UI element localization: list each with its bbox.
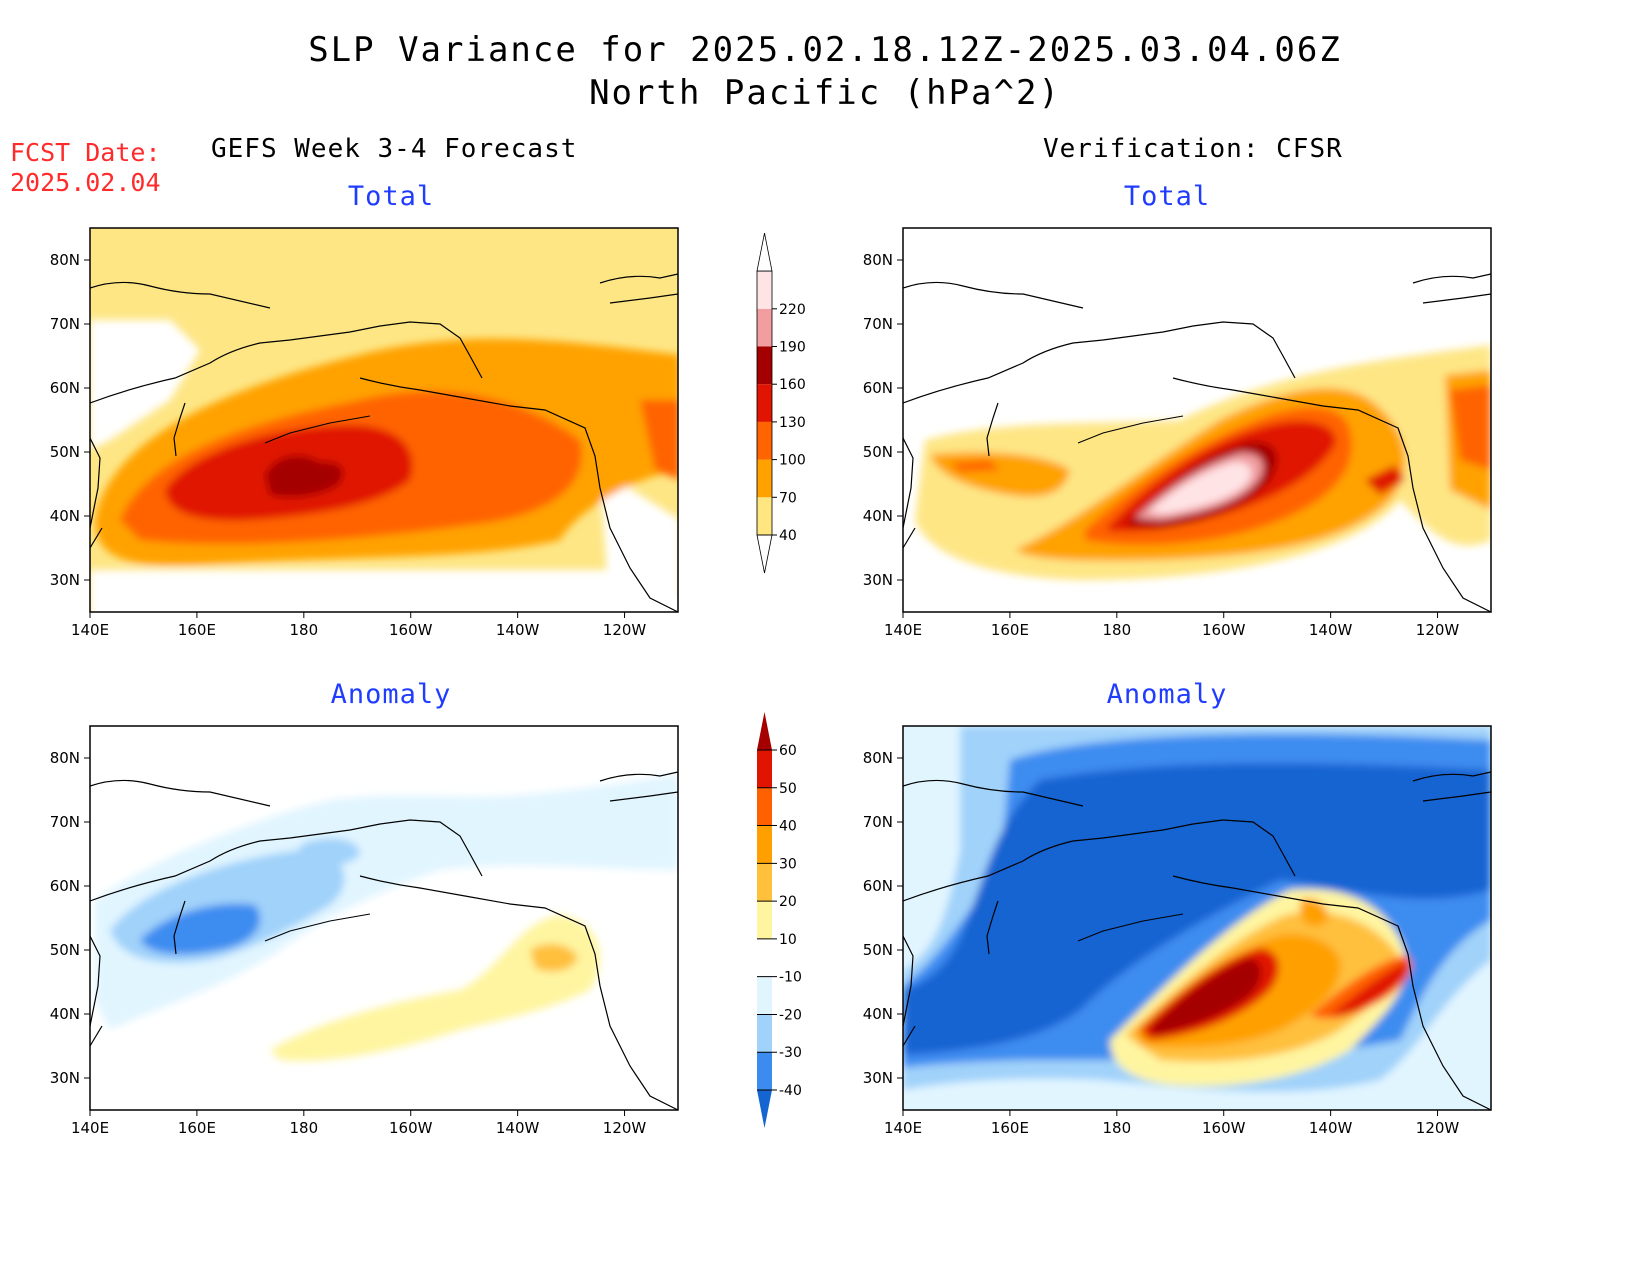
- lon-tick-label: 140E: [71, 1119, 109, 1137]
- lon-tick-label: 140W: [1309, 621, 1353, 639]
- lon-tick-label: 140W: [496, 1119, 540, 1137]
- lat-tick-label: 50N: [50, 941, 80, 959]
- lat-tick-label: 70N: [50, 315, 80, 333]
- lat-tick-label: 40N: [863, 507, 893, 525]
- lat-tick-label: 70N: [863, 315, 893, 333]
- panel-title-forecast-total: Total: [347, 181, 435, 212]
- colorbar-anomaly-label: 50: [779, 781, 797, 797]
- lat-tick-label: 50N: [50, 443, 80, 461]
- colorbar-anomaly-label: 60: [779, 743, 797, 759]
- colorbar-anomaly-label: 10: [779, 932, 797, 948]
- lon-tick-label: 120W: [603, 1119, 647, 1137]
- lon-tick-label: 140E: [71, 621, 109, 639]
- colorbar-anomaly-swatch: [757, 976, 772, 1015]
- main-subtitle: North Pacific (hPa^2): [589, 73, 1061, 113]
- colorbar-total: 40 70 100 130 160 190 220: [756, 233, 806, 574]
- lat-tick-label: 40N: [863, 1005, 893, 1023]
- lon-tick-label: 180: [289, 1119, 318, 1137]
- lon-tick-label: 140E: [884, 1119, 922, 1137]
- lat-tick-label: 30N: [50, 571, 80, 589]
- colorbar-anomaly-swatch: [757, 825, 772, 864]
- lon-tick-label: 160E: [991, 1119, 1029, 1137]
- lon-tick-label: 140W: [1309, 1119, 1353, 1137]
- lon-tick-label: 160E: [178, 621, 216, 639]
- lon-tick-label: 180: [1102, 1119, 1131, 1137]
- colorbar-anomaly-swatch: [757, 750, 772, 788]
- colorbar-total-swatch: [757, 497, 772, 535]
- lon-tick-label: 160W: [389, 1119, 433, 1137]
- lon-tick-label: 160W: [1202, 1119, 1246, 1137]
- lon-tick-label: 120W: [1416, 621, 1460, 639]
- colorbar-total-label: 70: [779, 490, 797, 506]
- colorbar-anomaly-label: -20: [779, 1007, 802, 1023]
- lat-tick-label: 60N: [863, 877, 893, 895]
- lon-tick-label: 180: [1102, 621, 1131, 639]
- section-title-forecast: GEFS Week 3-4 Forecast: [211, 134, 578, 164]
- lat-tick-label: 30N: [863, 571, 893, 589]
- colorbar-anomaly-label: 30: [779, 856, 797, 872]
- lon-tick-label: 180: [289, 621, 318, 639]
- lon-tick-label: 140W: [496, 621, 540, 639]
- lat-tick-label: 60N: [50, 877, 80, 895]
- lat-tick-label: 80N: [863, 749, 893, 767]
- lat-tick-label: 70N: [50, 813, 80, 831]
- colorbar-anomaly-swatch: [757, 1014, 772, 1053]
- main-title: SLP Variance for 2025.02.18.12Z-2025.03.…: [308, 30, 1342, 70]
- lon-tick-label: 160E: [178, 1119, 216, 1137]
- lat-tick-label: 70N: [863, 813, 893, 831]
- lat-tick-label: 40N: [50, 507, 80, 525]
- colorbar-anomaly-label: -40: [779, 1083, 802, 1099]
- colorbar-anomaly-label: 20: [779, 894, 797, 910]
- map-verification-total: [903, 228, 1491, 612]
- colorbar-total-swatch: [757, 459, 772, 498]
- colorbar-total-label: 160: [779, 377, 806, 393]
- lon-tick-label: 160E: [991, 621, 1029, 639]
- colorbar-total-label: 130: [779, 415, 806, 431]
- colorbar-total-swatch: [757, 308, 772, 347]
- lat-tick-label: 80N: [863, 251, 893, 269]
- colorbar-total-label: 100: [779, 453, 806, 469]
- lat-tick-label: 50N: [863, 443, 893, 461]
- colorbar-total-swatch: [757, 384, 772, 422]
- colorbar-total-label: 40: [779, 528, 797, 544]
- map-forecast-total: [90, 228, 678, 612]
- map-verification-anomaly: [903, 726, 1491, 1110]
- colorbar-anomaly-swatch: [757, 787, 772, 826]
- colorbar-total-swatch: [757, 271, 772, 309]
- lon-tick-label: 160W: [389, 621, 433, 639]
- colorbar-total-label: 220: [779, 302, 806, 318]
- colorbar-total-swatch: [757, 346, 772, 385]
- fcst-date-value: 2025.02.04: [10, 168, 161, 197]
- colorbar-anomaly-label: 40: [779, 819, 797, 835]
- lat-tick-label: 80N: [50, 251, 80, 269]
- lat-tick-label: 50N: [863, 941, 893, 959]
- lon-tick-label: 120W: [603, 621, 647, 639]
- fcst-date-label: FCST Date:: [10, 138, 161, 167]
- lat-tick-label: 60N: [50, 379, 80, 397]
- lat-tick-label: 80N: [50, 749, 80, 767]
- colorbar-total-label: 190: [779, 340, 806, 356]
- panel-title-verification-anomaly: Anomaly: [1106, 679, 1228, 710]
- colorbar-total-swatch: [757, 421, 772, 460]
- colorbar-anomaly-label: -10: [779, 970, 802, 986]
- section-title-verification: Verification: CFSR: [1043, 134, 1343, 164]
- panel-title-verification-total: Total: [1123, 181, 1211, 212]
- lat-tick-label: 60N: [863, 379, 893, 397]
- lon-tick-label: 120W: [1416, 1119, 1460, 1137]
- colorbar-anomaly-swatch: [757, 938, 772, 977]
- lat-tick-label: 40N: [50, 1005, 80, 1023]
- lat-tick-label: 30N: [50, 1069, 80, 1087]
- lat-tick-label: 30N: [863, 1069, 893, 1087]
- map-forecast-anomaly: [90, 726, 678, 1110]
- lon-tick-label: 160W: [1202, 621, 1246, 639]
- lon-tick-label: 140E: [884, 621, 922, 639]
- colorbar-anomaly-swatch: [757, 863, 772, 902]
- colorbar-anomaly-swatch: [757, 901, 772, 939]
- colorbar-anomaly-label: -30: [779, 1045, 802, 1061]
- colorbar-anomaly: 60 50 40 30 20 10 -10 -20 -30 -40: [757, 712, 802, 1128]
- colorbar-anomaly-swatch: [757, 1052, 772, 1090]
- panel-title-forecast-anomaly: Anomaly: [330, 679, 452, 710]
